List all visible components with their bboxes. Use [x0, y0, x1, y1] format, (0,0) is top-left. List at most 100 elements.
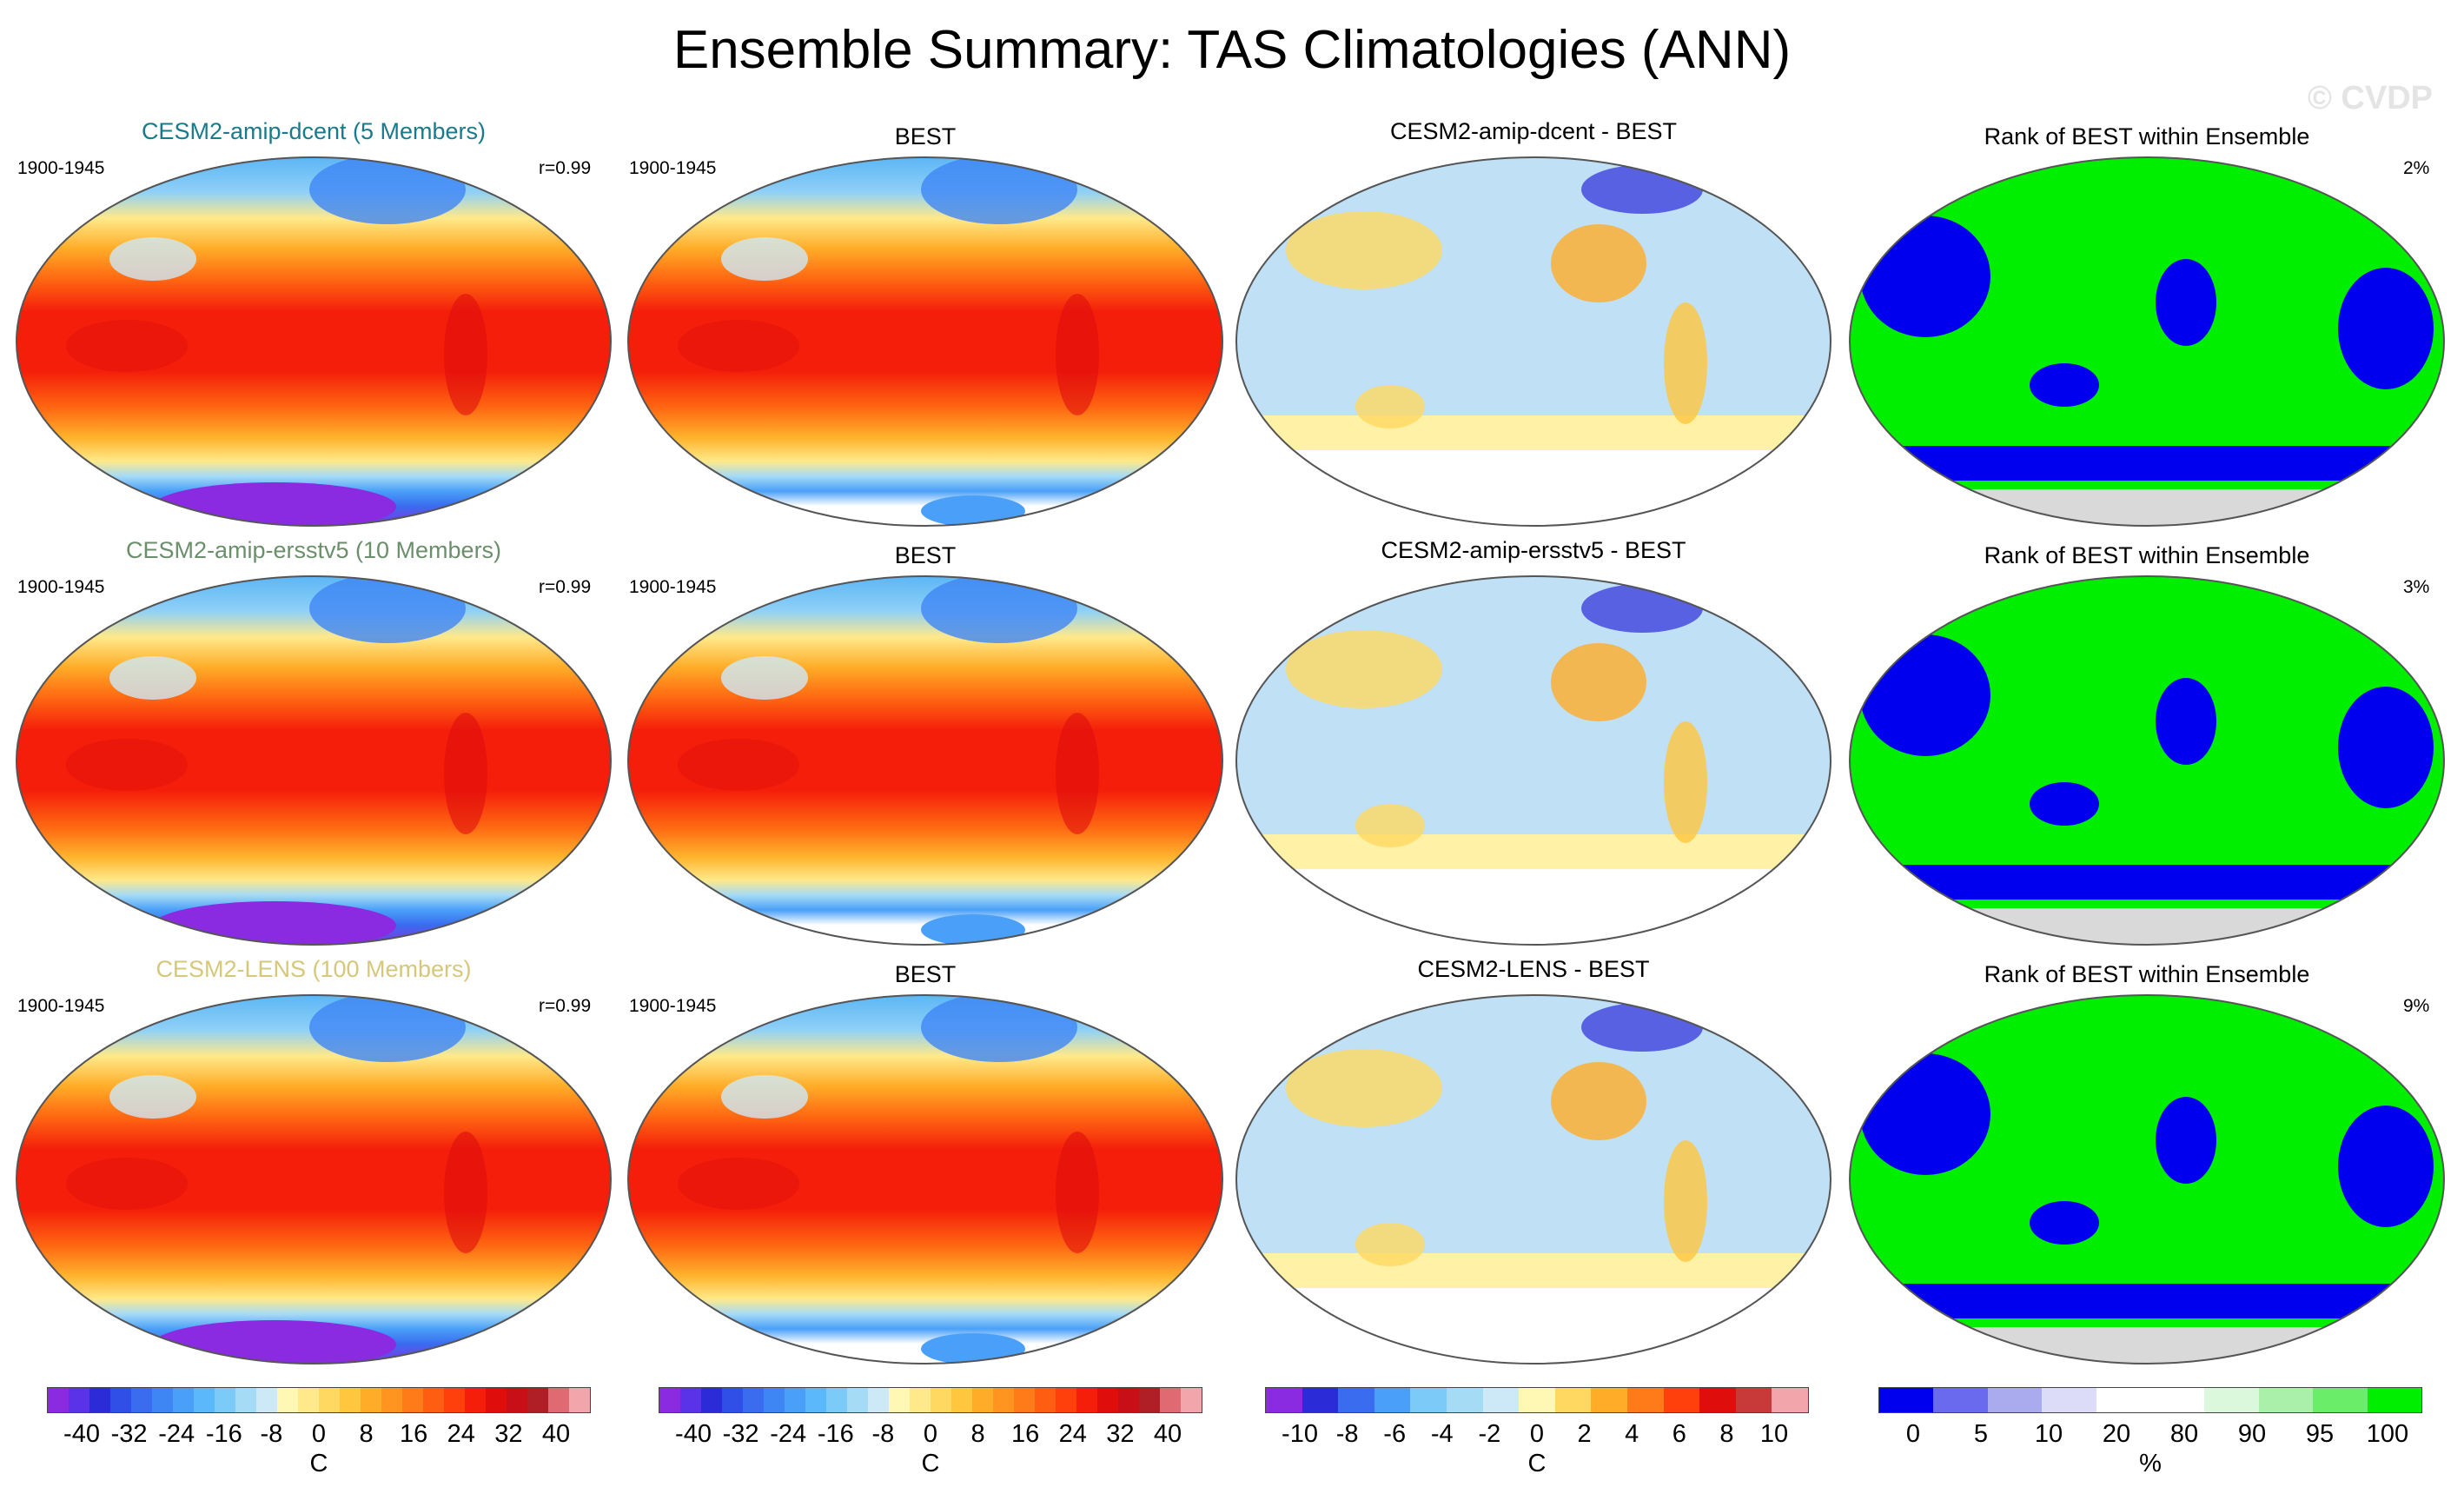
colorbar-swatch: [1554, 1388, 1592, 1412]
colorbar-swatch: [1097, 1388, 1118, 1412]
colorbar-tick: -8: [1335, 1420, 1359, 1448]
rank-title: Rank of BEST within Ensemble: [1984, 123, 2310, 149]
colorbar-swatch: [1519, 1388, 1555, 1412]
rank-percent: 9%: [2403, 996, 2430, 1016]
colorbar-swatch: [110, 1388, 131, 1412]
colorbar-swatch: [1338, 1388, 1374, 1412]
colorbar-swatch: [1014, 1388, 1035, 1412]
rank-map: [1847, 993, 2447, 1366]
colorbar-tick: -8: [871, 1420, 895, 1448]
colorbar-tick: 8: [359, 1420, 374, 1448]
colorbar-tick: 0: [923, 1420, 938, 1448]
diff-colorbar: [1265, 1387, 1809, 1413]
colorbar-tick: 24: [447, 1420, 475, 1448]
rank-map: [1847, 155, 2447, 528]
period-label: 1900-1945: [17, 996, 105, 1016]
colorbar-swatch: [1591, 1388, 1627, 1412]
colorbar-tick: 24: [1058, 1420, 1087, 1448]
colorbar-tick: 8: [1719, 1420, 1734, 1448]
colorbar-tick: 40: [541, 1420, 571, 1448]
colorbar-tick: 6: [1672, 1420, 1686, 1448]
obs-period-label: 1900-1945: [629, 158, 717, 178]
colorbar-tick: 90: [2237, 1420, 2267, 1448]
rank-title: Rank of BEST within Ensemble: [1984, 961, 2310, 987]
colorbar-swatch: [1410, 1388, 1447, 1412]
colorbar-tick: 80: [2169, 1420, 2199, 1448]
colorbar-swatch: [1446, 1388, 1483, 1412]
colorbar-swatch: [2096, 1388, 2151, 1412]
colorbar-tick: -32: [722, 1420, 759, 1448]
obs-title: BEST: [894, 961, 957, 987]
colorbar-swatch: [1266, 1388, 1302, 1412]
obs-map: [626, 574, 1225, 947]
colorbar-swatch: [48, 1388, 69, 1412]
colorbar-swatch: [1626, 1388, 1664, 1412]
colorbar-swatch: [361, 1388, 381, 1412]
colorbar-tick: 5: [1973, 1420, 1989, 1448]
colorbar-swatch: [1987, 1388, 2043, 1412]
colorbar-tick: -16: [817, 1420, 854, 1448]
colorbar-tick: 40: [1153, 1420, 1182, 1448]
rank-title: Rank of BEST within Ensemble: [1984, 542, 2310, 568]
colorbar-tick: -24: [770, 1420, 807, 1448]
colorbar-unit: C: [921, 1450, 940, 1477]
period-label: 1900-1945: [17, 158, 105, 178]
colorbar-swatch: [402, 1388, 423, 1412]
figure-title: Ensemble Summary: TAS Climatologies (ANN…: [672, 20, 1792, 80]
correlation-label: r=0.99: [539, 577, 592, 597]
colorbar-swatch: [2258, 1388, 2314, 1412]
colorbar-swatch: [340, 1388, 361, 1412]
colorbar-tick: -40: [675, 1420, 712, 1448]
colorbar-swatch: [764, 1388, 785, 1412]
colorbar-swatch: [889, 1388, 910, 1412]
colorbar-tick: 16: [1011, 1420, 1040, 1448]
colorbar-tick: -16: [205, 1420, 242, 1448]
colorbar-swatch: [256, 1388, 277, 1412]
colorbar-tick: -24: [158, 1420, 195, 1448]
colorbar-swatch: [465, 1388, 486, 1412]
colorbar-swatch: [1482, 1388, 1520, 1412]
clim-map: [14, 993, 613, 1366]
colorbar-swatch: [89, 1388, 110, 1412]
ensemble-title: CESM2-LENS (100 Members): [156, 956, 472, 982]
colorbar-tick: 100: [2366, 1420, 2409, 1448]
colorbar-swatch: [277, 1388, 298, 1412]
colorbar-swatch: [1118, 1388, 1139, 1412]
clim-map: [14, 155, 613, 528]
colorbar-swatch: [69, 1388, 89, 1412]
cvdp-watermark: © CVDP: [2307, 80, 2433, 116]
obs-period-label: 1900-1945: [629, 996, 717, 1016]
colorbar-swatch: [847, 1388, 868, 1412]
colorbar-tick: 0: [1905, 1420, 1921, 1448]
colorbar-swatch: [2150, 1388, 2205, 1412]
colorbar-swatch: [131, 1388, 152, 1412]
difference-title: CESM2-LENS - BEST: [1417, 956, 1650, 982]
colorbar-swatch: [868, 1388, 889, 1412]
colorbar-tick: -32: [110, 1420, 148, 1448]
colorbar-swatch: [1076, 1388, 1097, 1412]
colorbar-tick: 16: [400, 1420, 428, 1448]
colorbar-unit: C: [309, 1450, 328, 1477]
rank-map: [1847, 574, 2447, 947]
rank-percent: 3%: [2403, 577, 2430, 597]
colorbar-swatch: [2367, 1388, 2422, 1412]
colorbar-swatch: [1035, 1388, 1056, 1412]
difference-title: CESM2-amip-dcent - BEST: [1389, 118, 1678, 144]
colorbar-swatch: [910, 1388, 931, 1412]
colorbar-tick: 4: [1625, 1420, 1639, 1448]
colorbar-tick: 95: [2305, 1420, 2335, 1448]
colorbar-tick: 10: [1759, 1420, 1789, 1448]
colorbar-swatch: [1374, 1388, 1411, 1412]
colorbar-swatch: [569, 1388, 590, 1412]
colorbar-swatch: [444, 1388, 465, 1412]
colorbar-swatch: [486, 1388, 507, 1412]
clim-map: [14, 574, 613, 947]
correlation-label: r=0.99: [539, 996, 592, 1016]
colorbar-tick: -10: [1282, 1420, 1318, 1448]
colorbar-swatch: [215, 1388, 235, 1412]
colorbar-swatch: [507, 1388, 527, 1412]
colorbar-swatch: [173, 1388, 194, 1412]
colorbar-unit: C: [1527, 1450, 1547, 1477]
colorbar-swatch: [743, 1388, 764, 1412]
colorbar-swatch: [1879, 1388, 1934, 1412]
